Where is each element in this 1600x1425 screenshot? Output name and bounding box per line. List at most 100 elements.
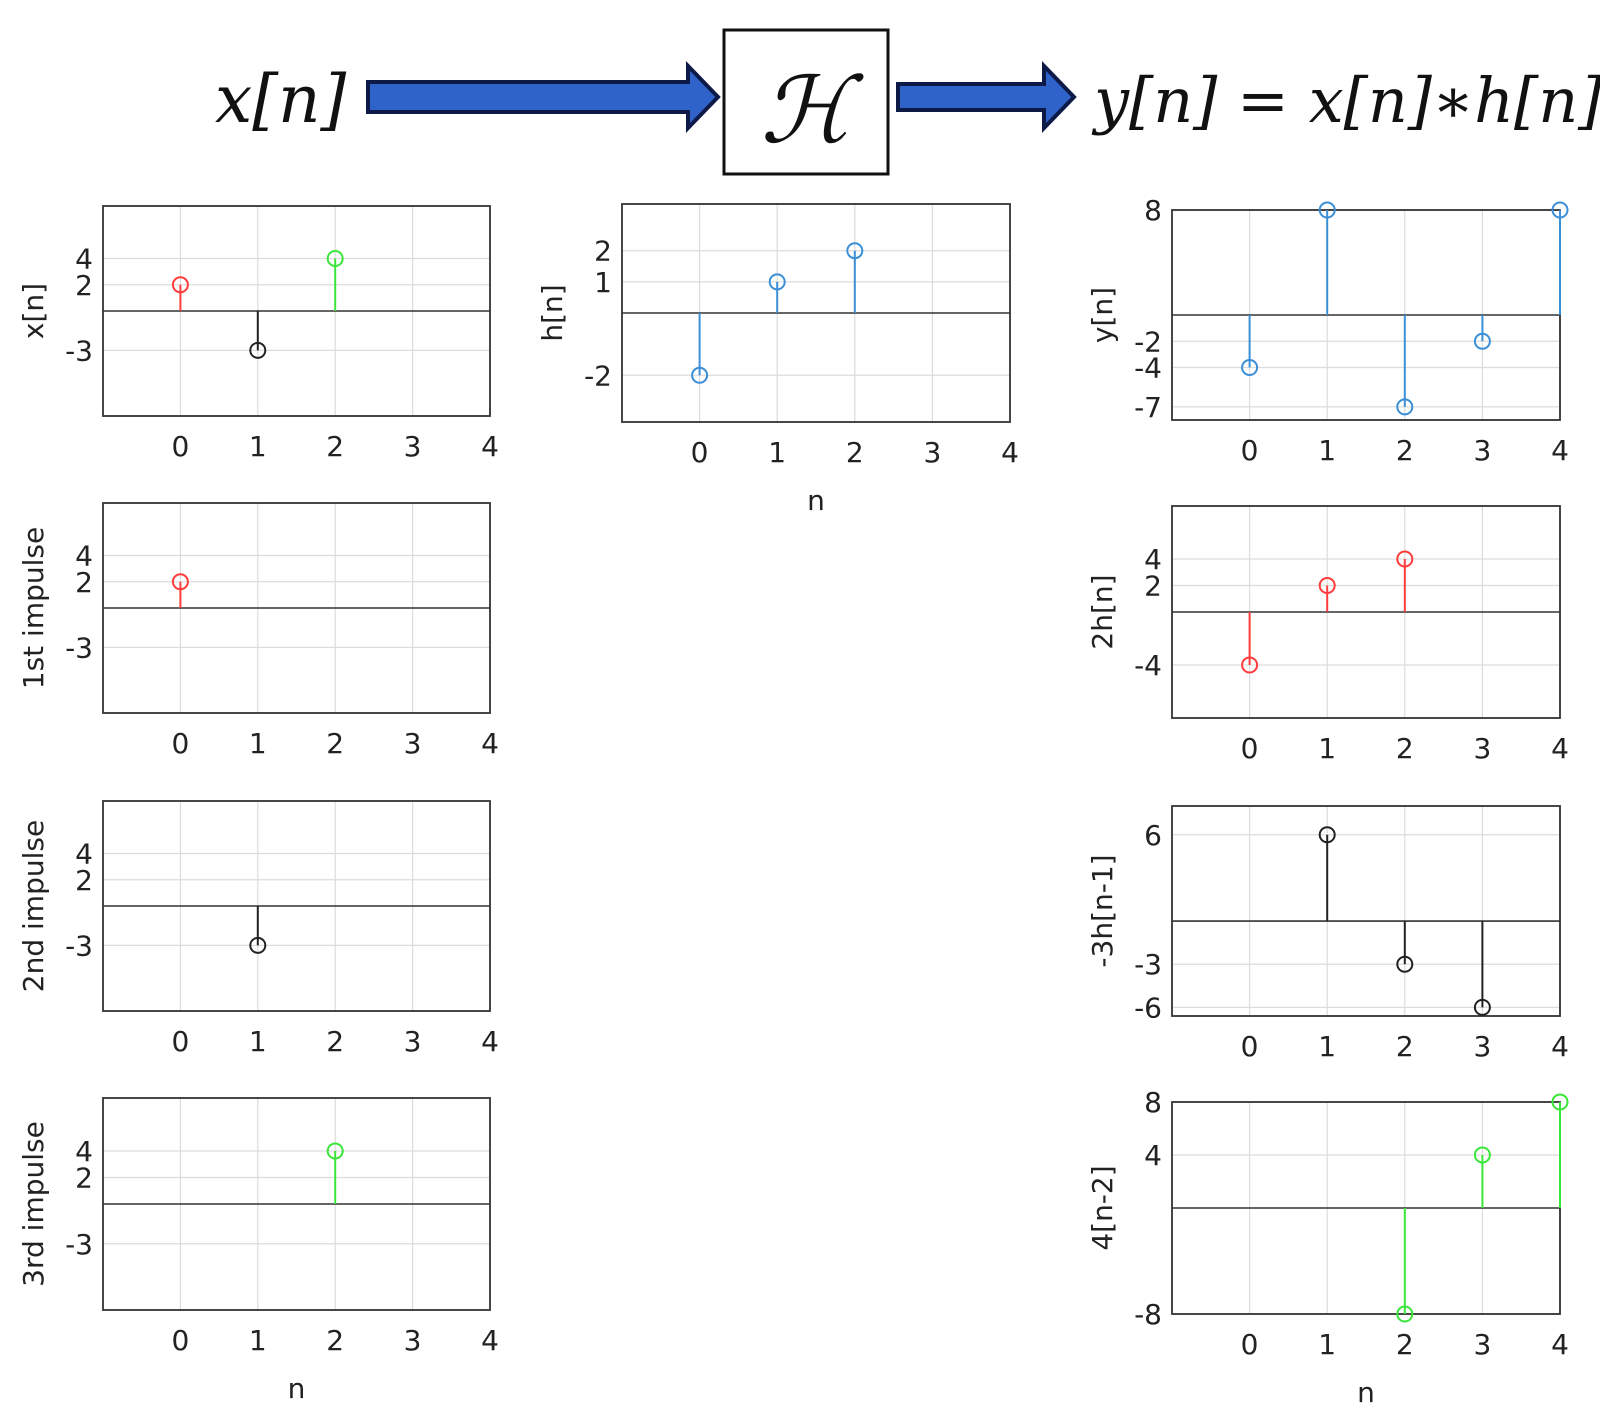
y-tick-label: -3	[65, 1228, 93, 1261]
x-tick-label: 3	[1473, 732, 1491, 765]
y-tick-label: 2	[1144, 570, 1162, 603]
stem-marker	[1241, 359, 1259, 376]
stem-marker	[691, 366, 709, 384]
x-tick-label: 4	[1551, 732, 1569, 765]
plot-y: 0 1 2 3 4 -7 -4-2 8 y[n]	[1086, 194, 1569, 467]
stem-marker	[1396, 955, 1414, 973]
x-tick-label: 0	[691, 436, 709, 469]
x-tick-label: 0	[1241, 434, 1259, 467]
y-axis-label: 4[n-2]	[1086, 1165, 1119, 1250]
y-tick-label: 2	[75, 269, 93, 302]
y-tick-label: -4	[1134, 352, 1162, 385]
stem-marker	[1473, 1146, 1491, 1164]
x-axis-label: n	[1357, 1376, 1375, 1409]
x-tick-label: 1	[249, 1324, 267, 1357]
stem-marker	[249, 936, 267, 954]
x-tick-label: 3	[404, 1025, 422, 1058]
x-tick-label: 3	[1473, 1328, 1491, 1361]
x-tick-label: 1	[249, 430, 267, 463]
y-tick-label: -3	[1134, 948, 1162, 981]
x-tick-label: 3	[923, 436, 941, 469]
stem-marker	[1241, 656, 1259, 674]
system-symbol: ℋ	[761, 57, 865, 164]
y-tick-label: 2	[75, 566, 93, 599]
x-tick-label: 4	[481, 1025, 499, 1058]
plot-frame	[1171, 505, 1561, 719]
stem-marker	[1551, 201, 1569, 219]
y-axis-label: -3h[n-1]	[1086, 854, 1119, 967]
x-tick-label: 4	[481, 430, 499, 463]
y-tick-label: -2	[1134, 325, 1162, 358]
y-tick-label: 4	[75, 1135, 93, 1168]
y-tick-label: 4	[1144, 543, 1162, 576]
y-tick-label: 2	[75, 864, 93, 897]
plot-frame	[1171, 805, 1561, 1017]
y-axis-label: 2h[n]	[1086, 574, 1119, 649]
x-tick-label: 1	[1318, 1030, 1336, 1063]
stem-marker	[171, 276, 189, 294]
plot-frame	[102, 1097, 491, 1311]
plot-h3: 0 1 2 3 4 -6 -3 6 -3h[n-1]	[1086, 805, 1569, 1063]
y-tick-label: 8	[1144, 194, 1162, 227]
x-tick-label: 3	[404, 1324, 422, 1357]
x-tick-label: 4	[1551, 434, 1569, 467]
stem-marker	[326, 250, 344, 267]
y-tick-label: 2	[75, 1162, 93, 1195]
plot-frame	[621, 203, 1011, 423]
x-tick-label: 0	[1241, 1030, 1259, 1063]
y-tick-label: 1	[594, 266, 612, 299]
x-tick-label: 1	[768, 436, 786, 469]
x-tick-label: 0	[1241, 732, 1259, 765]
y-tick-label: -3	[65, 334, 93, 367]
y-tick-label: 2	[594, 235, 612, 268]
plot-frame	[102, 205, 491, 417]
y-tick-label: 4	[75, 243, 93, 276]
stem-marker	[1318, 826, 1336, 844]
x-tick-label: 2	[846, 436, 864, 469]
y-tick-label: 4	[75, 540, 93, 573]
y-axis-label: x[n]	[17, 283, 50, 339]
x-axis-label: n	[288, 1372, 306, 1405]
output-arrow	[896, 61, 1077, 133]
y-tick-label: 4	[75, 838, 93, 871]
x-tick-label: 0	[171, 1324, 189, 1357]
x-tick-label: 2	[326, 1025, 344, 1058]
x-tick-label: 3	[1473, 434, 1491, 467]
y-tick-label: -7	[1134, 391, 1162, 424]
x-tick-label: 2	[1396, 1328, 1414, 1361]
x-tick-label: 0	[171, 1025, 189, 1058]
x-tick-label: 0	[1241, 1328, 1259, 1361]
stem-marker	[1318, 201, 1336, 219]
x-tick-label: 2	[1396, 732, 1414, 765]
x-axis-label: n	[807, 484, 825, 517]
system-box	[722, 28, 890, 176]
input-arrow	[366, 61, 721, 133]
x-tick-label: 4	[481, 1324, 499, 1357]
stem-marker	[1473, 998, 1491, 1016]
y-axis-label: h[n]	[536, 284, 569, 341]
y-tick-label: 4	[1144, 1139, 1162, 1172]
y-axis-label: 1st impulse	[17, 527, 50, 689]
y-axis-label: 3rd impulse	[17, 1121, 50, 1287]
x-tick-label: 1	[1318, 434, 1336, 467]
x-tick-label: 3	[1473, 1030, 1491, 1063]
x-tick-label: 4	[1551, 1030, 1569, 1063]
x-tick-label: 4	[1551, 1328, 1569, 1361]
stem-marker	[1396, 1305, 1414, 1323]
x-tick-label: 3	[404, 430, 422, 463]
stem-marker	[1396, 398, 1414, 416]
stem-marker	[1473, 332, 1491, 350]
x-tick-label: 0	[171, 430, 189, 463]
x-tick-label: 1	[249, 1025, 267, 1058]
stem-marker	[326, 1142, 344, 1160]
x-tick-label: 4	[1001, 436, 1019, 469]
x-tick-label: 1	[1318, 1328, 1336, 1361]
y-axis-label: y[n]	[1086, 287, 1119, 343]
stem-marker	[1318, 577, 1336, 594]
y-tick-label: -8	[1134, 1298, 1162, 1331]
stem-marker	[1551, 1093, 1569, 1111]
x-tick-label: 2	[1396, 434, 1414, 467]
